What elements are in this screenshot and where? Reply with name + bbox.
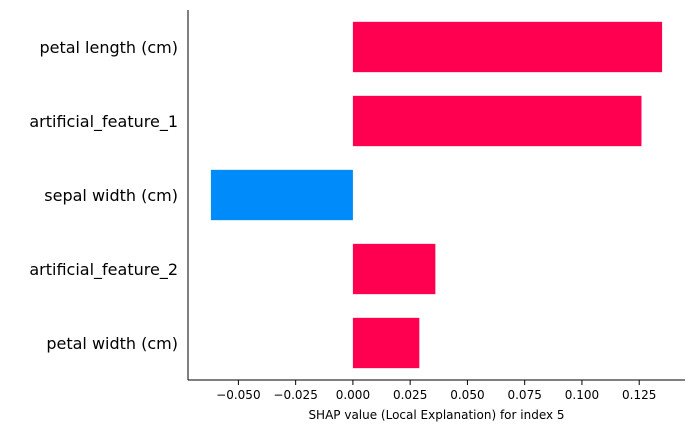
x-tick-label: 0.125 (622, 388, 656, 402)
bar-artificial-feature-1 (352, 95, 642, 147)
bar-petal-width-cm (352, 317, 420, 369)
x-ticks: −0.050 −0.025 0.000 0.025 0.050 0.075 0.100 0.1… (216, 380, 656, 402)
category-label: sepal width (cm) (44, 186, 178, 205)
x-tick-label: 0.075 (507, 388, 541, 402)
category-label: artificial_feature_1 (29, 112, 178, 132)
category-labels: petal length (cm) artificial_feature_1sep… (29, 38, 178, 353)
x-tick-label: 0.100 (565, 388, 599, 402)
bar-petal-length-cm (352, 21, 663, 73)
bar-artificial-feature-2 (352, 243, 436, 295)
bars-layer (210, 21, 663, 369)
x-tick-label: 0.000 (336, 388, 370, 402)
x-tick-label: 0.050 (450, 388, 484, 402)
axes-layer (187, 10, 685, 381)
x-tick-label: 0.025 (393, 388, 427, 402)
category-label: petal width (cm) (46, 334, 178, 353)
x-tick-label: −0.025 (273, 388, 317, 402)
bar-sepal-width-cm (210, 169, 353, 221)
x-axis-title: SHAP value (Local Explanation) for index… (308, 408, 564, 422)
category-label: artificial_feature_2 (29, 260, 178, 280)
x-tick-label: −0.050 (216, 388, 260, 402)
category-label: petal length (cm) (39, 38, 178, 57)
